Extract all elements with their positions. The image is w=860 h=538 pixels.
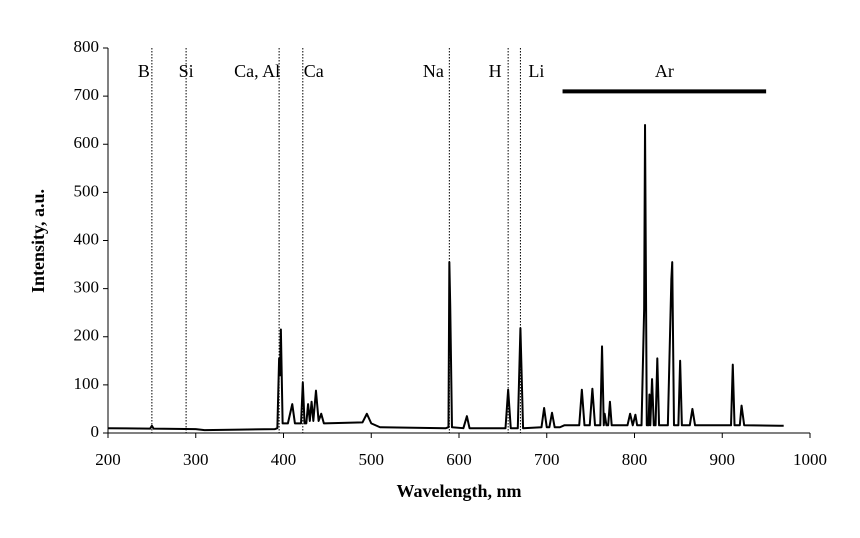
annotation-label: Ca, Al xyxy=(234,61,280,81)
y-tick-label: 400 xyxy=(74,229,100,248)
x-tick-label: 900 xyxy=(710,450,736,469)
y-tick-label: 700 xyxy=(74,85,100,104)
annotation-label: H xyxy=(489,61,502,81)
y-tick-label: 800 xyxy=(74,37,100,56)
annotation-label: Ca xyxy=(304,61,324,81)
x-tick-label: 300 xyxy=(183,450,209,469)
spectrum-line xyxy=(107,124,784,432)
x-tick-label: 800 xyxy=(622,450,648,469)
y-tick-label: 100 xyxy=(74,374,100,393)
annotation-label: Li xyxy=(528,61,544,81)
range-label: Ar xyxy=(655,61,674,81)
y-tick-label: 500 xyxy=(74,181,100,200)
y-tick-label: 600 xyxy=(74,133,100,152)
annotation-label: Na xyxy=(423,61,444,81)
x-axis-title: Wavelength, nm xyxy=(396,481,521,501)
y-axis-title: Intensity, a.u. xyxy=(28,189,48,293)
annotation-label: Si xyxy=(179,61,194,81)
x-tick-label: 400 xyxy=(271,450,297,469)
x-tick-label: 600 xyxy=(446,450,472,469)
x-tick-label: 200 xyxy=(95,450,121,469)
x-tick-label: 700 xyxy=(534,450,560,469)
y-tick-label: 200 xyxy=(74,326,100,345)
y-tick-label: 300 xyxy=(74,278,100,297)
x-tick-label: 1000 xyxy=(793,450,827,469)
y-tick-label: 0 xyxy=(91,422,100,441)
annotation-label: B xyxy=(138,61,150,81)
x-tick-label: 500 xyxy=(359,450,385,469)
